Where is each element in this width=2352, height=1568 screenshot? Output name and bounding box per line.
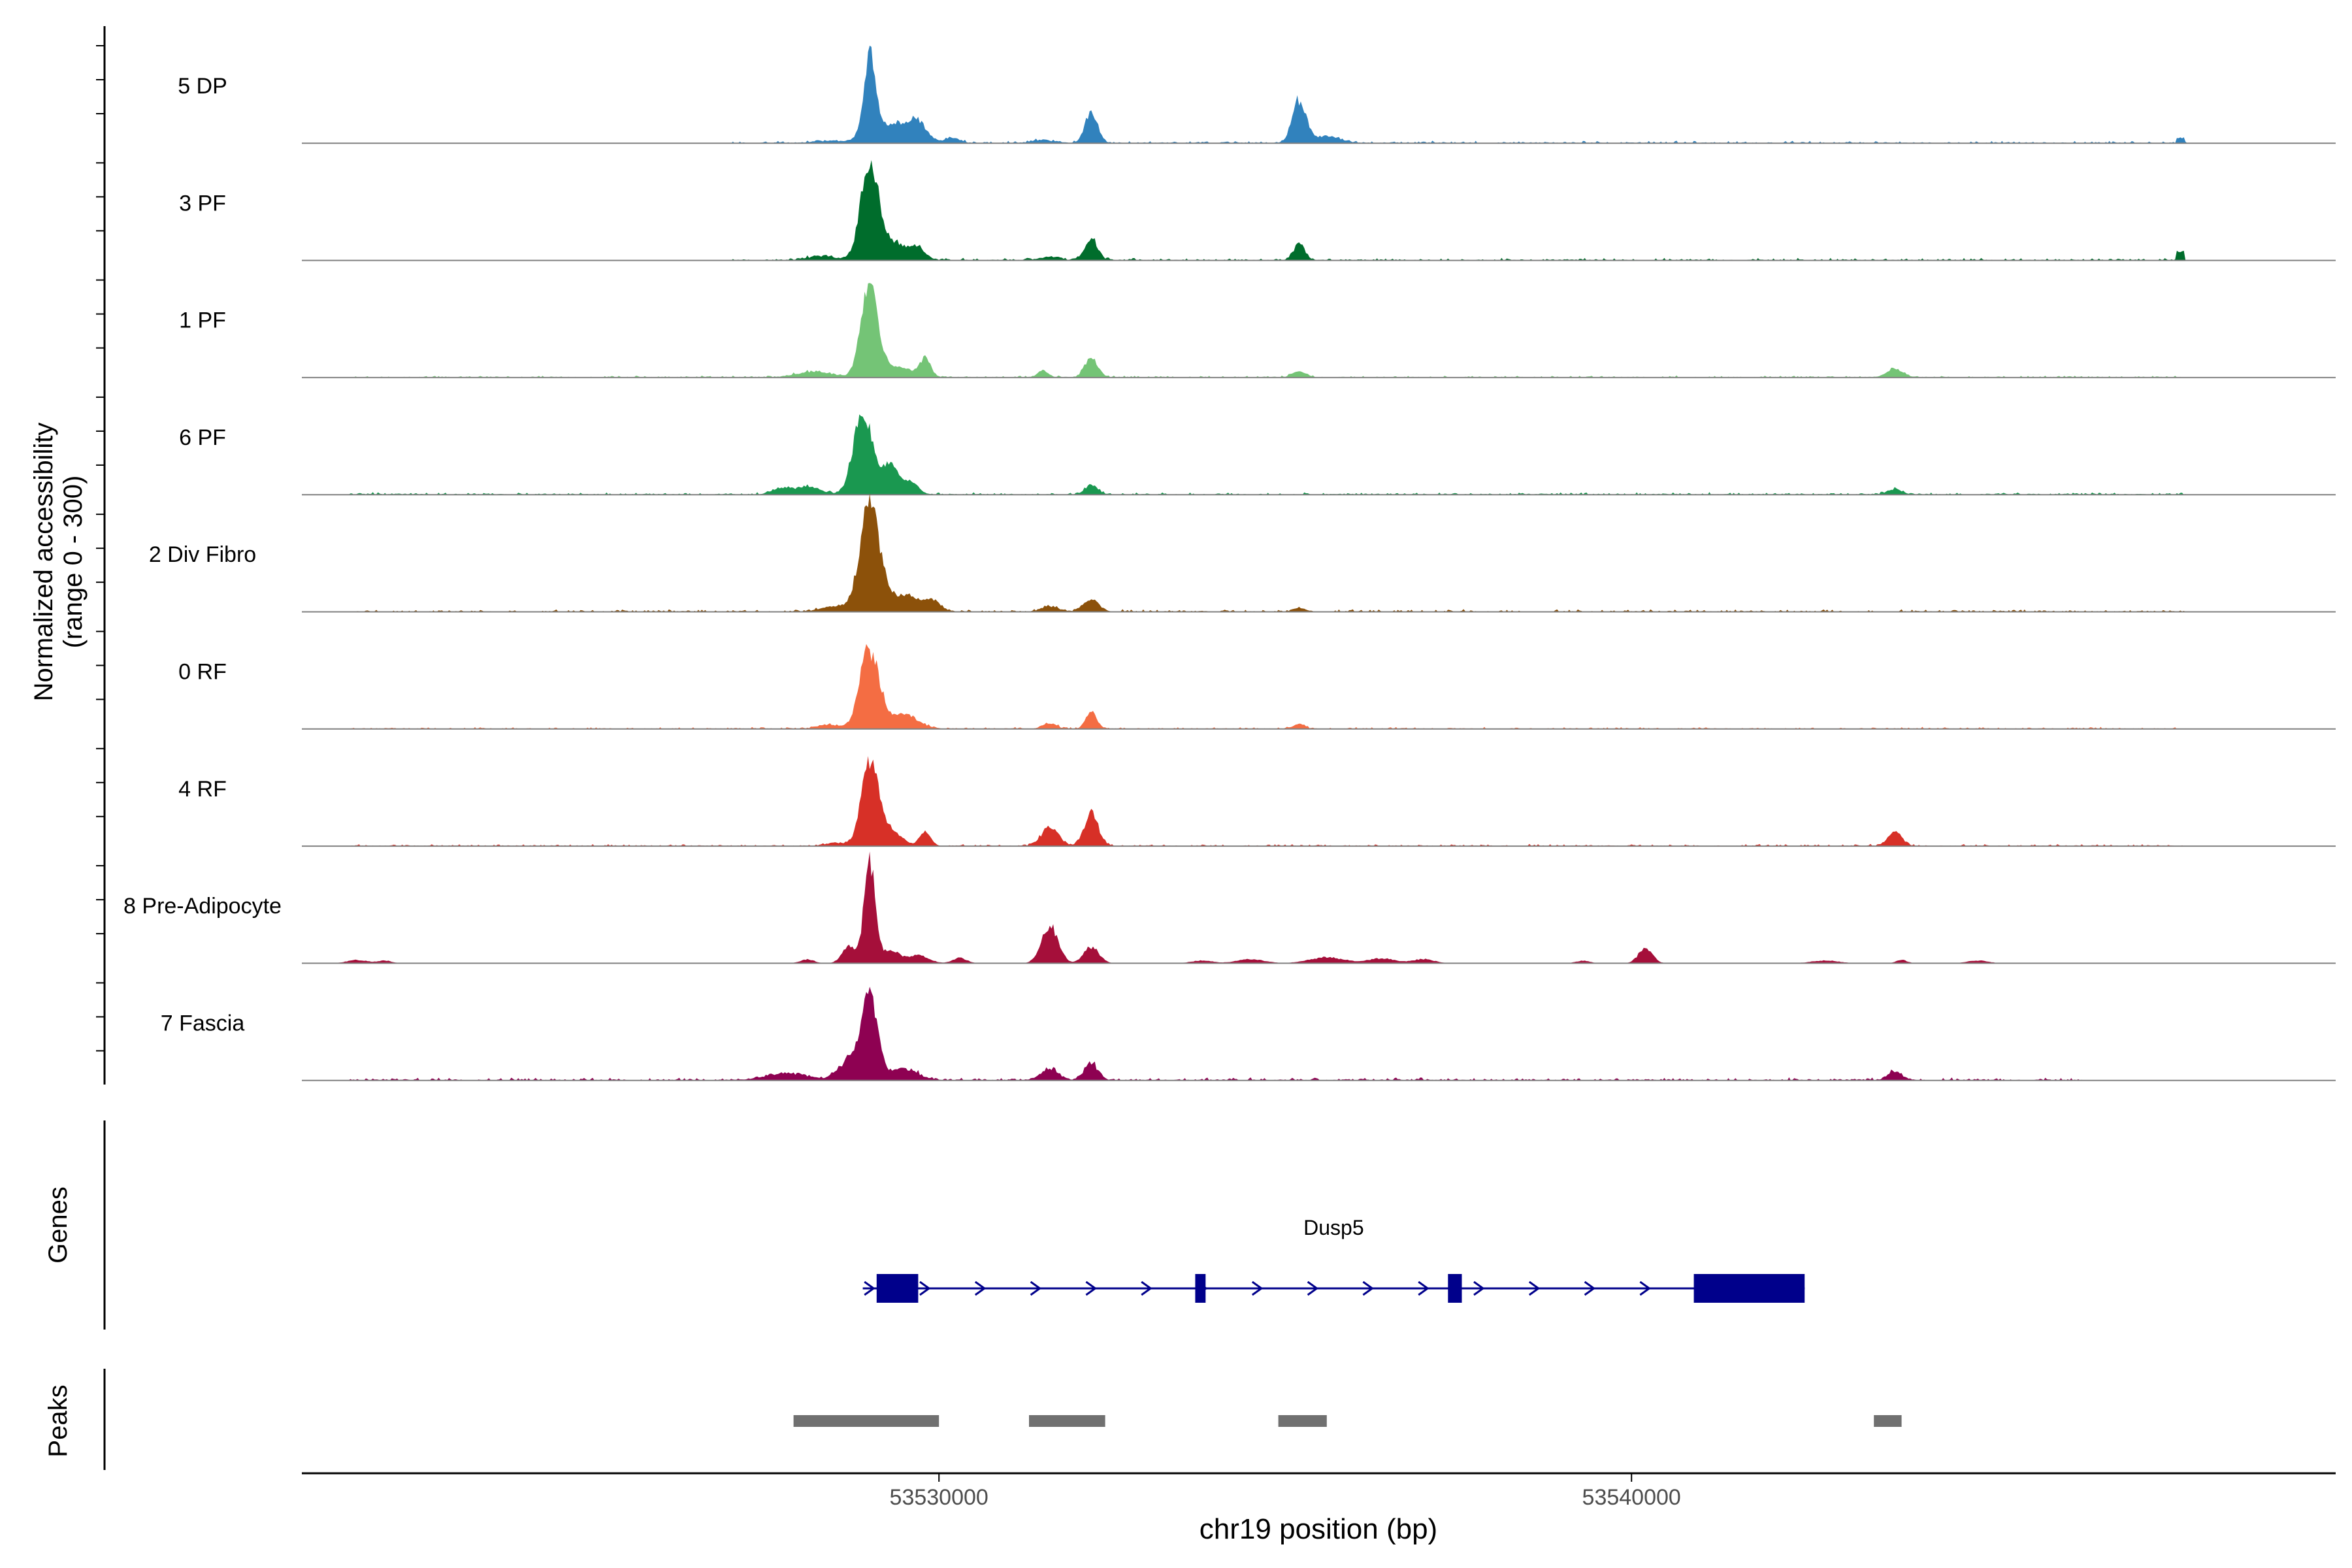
track-label: 4 RF [178,777,227,802]
track-8-pre-adipocyte: 8 Pre-Adipocyte [123,851,2336,964]
accessibility-axis-ticks [96,45,105,1052]
track-6-pf: 6 PF [179,414,2336,496]
track-label: 3 PF [179,191,226,216]
track-1-pf: 1 PF [179,283,2336,378]
track-label: 8 Pre-Adipocyte [123,894,282,919]
strand-arrow [1418,1281,1429,1296]
genes-panel: Genes Dusp5 [44,1120,1805,1330]
track-label: 7 Fascia [161,1011,245,1036]
coverage-area [302,283,2241,378]
coverage-area [302,644,2241,729]
x-tick-label: 53530000 [890,1485,988,1510]
track-label: 2 Div Fibro [149,542,256,567]
genes-panel-label: Genes [44,1186,73,1264]
x-axis-title: chr19 position (bp) [1200,1513,1437,1545]
strand-arrow [1584,1281,1596,1296]
coverage-area [302,756,2241,847]
track-0-rf: 0 RF [178,644,2336,730]
strand-arrow [974,1281,987,1296]
gene-name-label: Dusp5 [1303,1216,1364,1239]
track-label: 1 PF [179,308,226,333]
x-tick-label: 53540000 [1582,1485,1681,1510]
strand-arrow [1362,1281,1374,1296]
coverage-tracks: 5 DP 3 PF 1 PF 6 PF 2 Div Fibro 0 RF 4 RF 8 Pre… [123,45,2336,1081]
coverage-area [302,160,2241,261]
gene-exon [1195,1274,1206,1303]
strand-arrow [1307,1281,1319,1296]
coverage-area [302,45,2241,144]
peaks-panel-label: Peaks [44,1384,73,1457]
coverage-area [302,851,2241,964]
track-label: 5 DP [178,74,227,99]
gene-exon [876,1274,919,1303]
strand-arrow [1251,1281,1264,1296]
track-label: 6 PF [179,425,226,450]
track-7-fascia: 7 Fascia [161,987,2336,1081]
track-2-div-fibro: 2 Div Fibro [149,493,2336,613]
accessibility-axis [96,26,106,1085]
track-4-rf: 4 RF [178,756,2336,847]
strand-arrow [919,1281,931,1296]
strand-arrow [1030,1281,1042,1296]
peak-region [793,1415,939,1427]
coverage-area [302,493,2241,612]
track-3-pf: 3 PF [179,160,2336,261]
coverage-area [302,987,2241,1081]
peak-region [1029,1415,1105,1427]
gene-exon [1693,1274,1805,1303]
strand-arrow [1473,1281,1485,1296]
track-5-dp: 5 DP [178,45,2336,144]
x-axis-ticks: 53530000 53540000 [890,1473,1681,1510]
peaks-panel: Peaks [44,1369,1902,1470]
peak-region [1278,1415,1327,1427]
x-axis: 53530000 53540000 chr19 position (bp) [302,1472,2336,1545]
strand-arrow [1528,1281,1541,1296]
gene-model-dusp5 [862,1274,1805,1303]
track-label: 0 RF [178,660,227,685]
coverage-area [302,414,2241,495]
y-axis-title-line1: Normalized accessibility [29,423,58,702]
strand-arrow [864,1281,875,1296]
gene-exon [1448,1274,1462,1303]
strand-arrow [1141,1281,1152,1296]
peak-region [1874,1415,1902,1427]
y-axis-title-line2: (range 0 - 300) [59,476,88,649]
strand-arrow [1639,1281,1651,1296]
peak-regions [793,1415,1902,1427]
strand-arrow [1085,1281,1097,1296]
